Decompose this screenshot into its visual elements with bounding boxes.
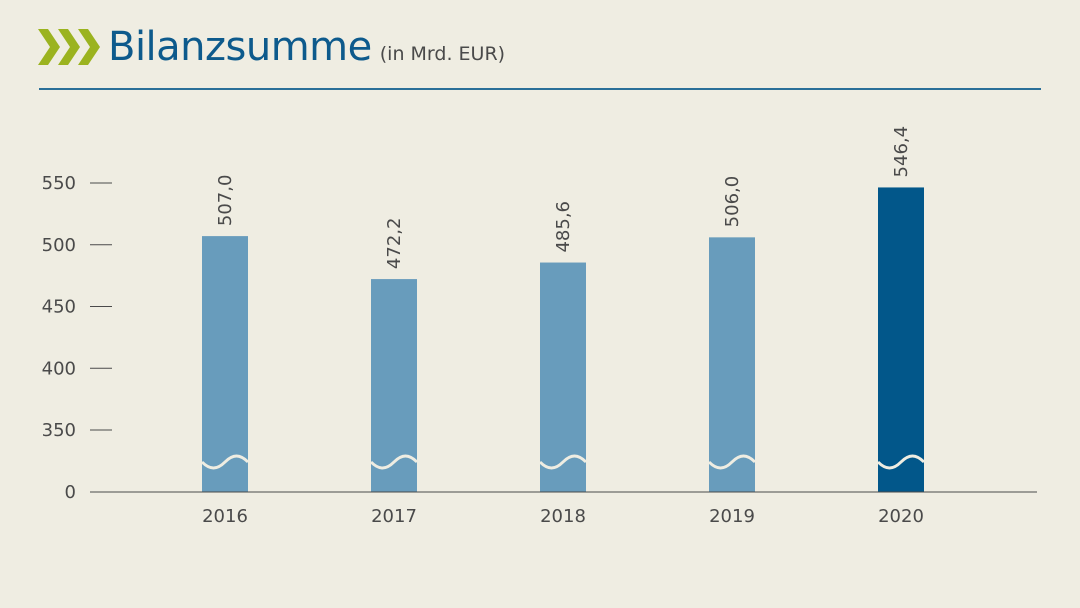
bar [878, 187, 924, 493]
chart-header: Bilanzsumme (in Mrd. EUR) [38, 22, 505, 72]
axis-break-wave [876, 454, 926, 470]
bar [202, 236, 248, 492]
chart-title: Bilanzsumme [108, 24, 372, 70]
bar [540, 262, 586, 492]
x-tick-label: 2020 [878, 506, 924, 527]
axis-break-wave [538, 454, 588, 470]
axis-break-wave [200, 454, 250, 470]
bar [709, 237, 755, 492]
y-tick-label: 0 [65, 482, 76, 503]
x-tick-label: 2017 [371, 506, 417, 527]
data-label: 472,2 [384, 218, 405, 270]
x-tick-label: 2016 [202, 506, 248, 527]
y-tick-label: 450 [42, 297, 76, 318]
axis-break-wave [369, 454, 419, 470]
chart-subtitle: (in Mrd. EUR) [379, 43, 506, 65]
data-label: 507,0 [215, 175, 236, 227]
y-tick-label: 500 [42, 235, 76, 256]
chevron-arrows-icon [38, 29, 100, 65]
x-tick-label: 2018 [540, 506, 586, 527]
data-label: 485,6 [553, 201, 574, 253]
data-label: 546,4 [891, 126, 912, 178]
x-tick-label: 2019 [709, 506, 755, 527]
axis-break-wave [707, 454, 757, 470]
y-tick-label: 400 [42, 358, 76, 379]
title-divider [39, 88, 1041, 90]
y-tick-label: 350 [42, 420, 76, 441]
data-label: 506,0 [722, 176, 743, 228]
y-tick-label: 550 [42, 173, 76, 194]
